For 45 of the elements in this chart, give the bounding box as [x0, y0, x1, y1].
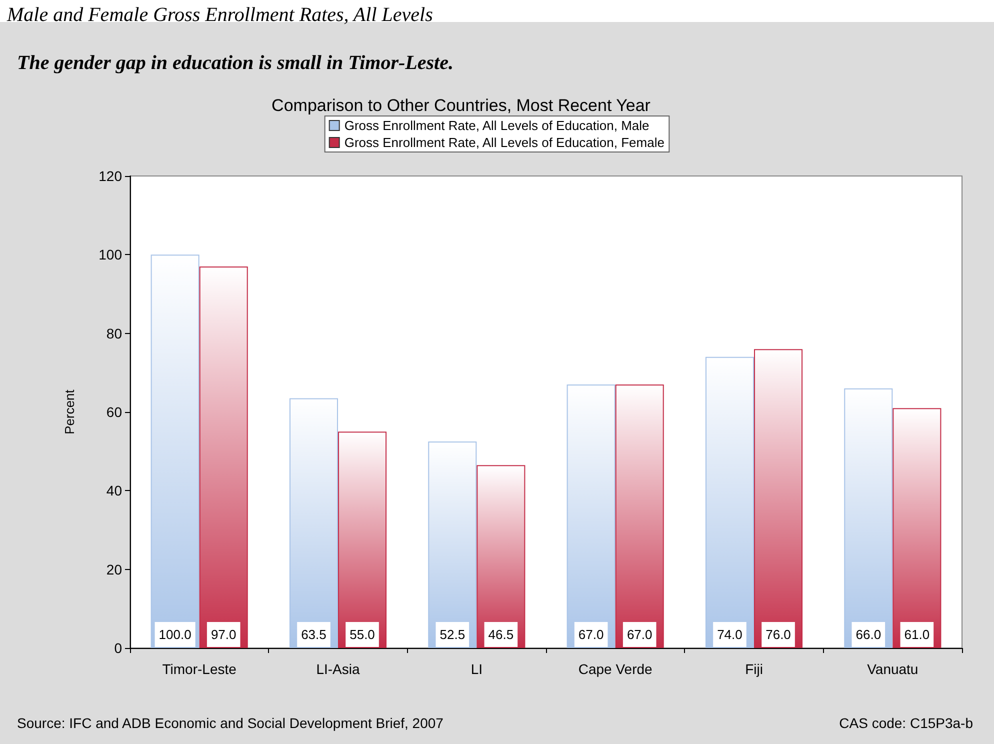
x-tick-label: Timor-Leste: [162, 661, 237, 677]
data-label: 66.0: [856, 627, 882, 642]
bar: [615, 384, 664, 648]
data-label: 63.5: [301, 627, 326, 642]
bar: [289, 398, 338, 648]
bar: [705, 356, 754, 648]
x-tick-label: Fiji: [745, 661, 763, 677]
data-label: 67.0: [626, 627, 652, 642]
data-label: 61.0: [904, 627, 930, 642]
source-note: Source: IFC and ADB Economic and Social Development Brief, 2007: [17, 715, 444, 731]
text: Comparison to Other Countries, Most Recent Year: [272, 96, 651, 115]
x-tick-label: LI: [470, 661, 483, 677]
data-label: 76.0: [766, 627, 791, 642]
bar: [199, 266, 248, 648]
data-label: 100.0: [158, 627, 192, 642]
y-tick-label: 120: [98, 168, 122, 184]
x-tick-label: Cape Verde: [578, 661, 653, 677]
data-label: 46.5: [488, 627, 514, 642]
bar: [338, 432, 387, 648]
x-tick-label: LI-Asia: [316, 661, 360, 677]
data-label: 74.0: [717, 627, 742, 642]
data-label: 55.0: [350, 627, 375, 642]
text: CAS code: C15P3a-b: [839, 715, 974, 731]
chart-title: Male and Female Gross Enrollment Rates, All Levels: [6, 4, 434, 26]
y-tick-label: 60: [106, 404, 122, 420]
bar: [428, 442, 477, 648]
chart-subtitle: The gender gap in education is small in Timor-Leste.: [17, 52, 454, 74]
bar: [566, 384, 616, 648]
legend-label: Gross Enrollment Rate, All Levels of Education, Male: [344, 118, 650, 133]
legend-label: Gross Enrollment Rate, All Levels of Education, Female: [344, 135, 664, 150]
bar: [754, 349, 803, 648]
bar: [150, 254, 200, 648]
y-tick-label: 40: [106, 482, 122, 499]
y-tick-label: 0: [114, 640, 122, 656]
data-label: 52.5: [440, 627, 466, 642]
y-tick-label: 80: [106, 325, 122, 342]
y-tick-label: 100: [98, 246, 122, 263]
data-label: 67.0: [578, 627, 604, 642]
y-tick-label: 20: [106, 561, 122, 578]
bar: [844, 388, 893, 648]
x-tick-label: Vanuatu: [867, 661, 918, 677]
data-label: 97.0: [210, 627, 236, 642]
bar: [892, 408, 942, 648]
bar: [476, 465, 526, 648]
y-axis-title: Percent: [62, 389, 77, 434]
